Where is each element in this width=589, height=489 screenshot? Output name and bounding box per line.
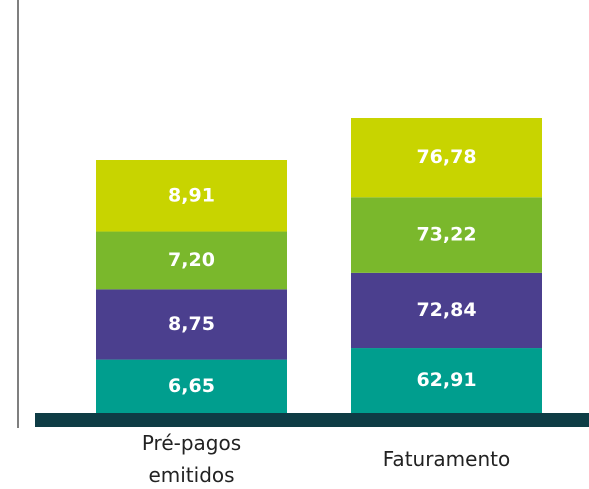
value-label: 8,91 <box>168 184 215 206</box>
bar-segment <box>351 118 542 198</box>
x-tick-label: Faturamento <box>382 446 511 471</box>
baseline <box>35 413 589 427</box>
bar-segment <box>96 359 287 413</box>
bar-segment <box>351 272 542 349</box>
value-label: 73,22 <box>416 224 476 246</box>
bar-segment <box>96 289 287 360</box>
value-label: 76,78 <box>416 146 476 168</box>
x-tick-label: Pré-pagos emitidos <box>141 430 242 487</box>
value-label: 62,91 <box>416 369 476 391</box>
value-label: 8,75 <box>168 313 215 335</box>
value-label: 6,65 <box>168 375 215 397</box>
value-label: 7,20 <box>168 249 215 271</box>
bar-segment <box>351 348 542 413</box>
bar-segment <box>96 231 287 290</box>
bar-segment <box>351 197 542 273</box>
value-label: 72,84 <box>416 299 476 321</box>
bar-segment <box>96 160 287 232</box>
